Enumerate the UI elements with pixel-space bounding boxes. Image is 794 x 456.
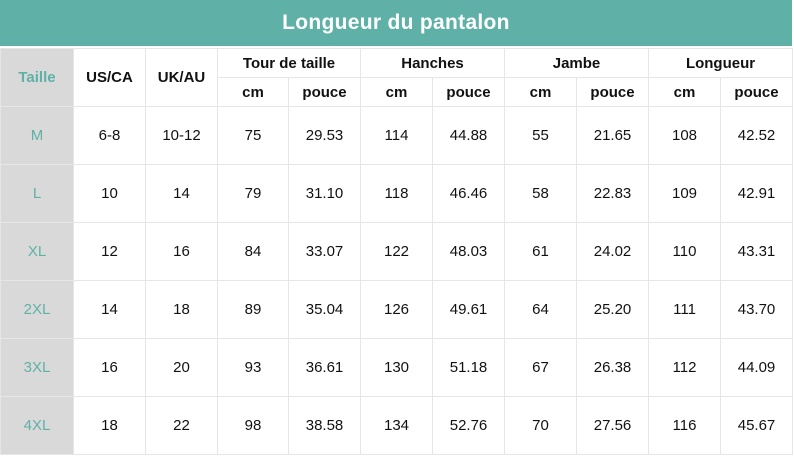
- table-cell: 43.70: [720, 280, 794, 339]
- table-row: XL 12 16 84 33.07 122 48.03 61 24.02 110…: [0, 222, 794, 281]
- table-row: 3XL 16 20 93 36.61 130 51.18 67 26.38 11…: [0, 338, 794, 397]
- table-cell: 42.91: [720, 164, 794, 223]
- table-cell: 26.38: [576, 338, 650, 397]
- header-us-ca: US/CA: [73, 48, 146, 107]
- table-cell: 46.46: [432, 164, 506, 223]
- header-size: Taille: [0, 48, 74, 107]
- table-cell: 67: [504, 338, 578, 397]
- table-row: 2XL 14 18 89 35.04 126 49.61 64 25.20 11…: [0, 280, 794, 339]
- table-cell: 22.83: [576, 164, 650, 223]
- size-cell: L: [0, 164, 74, 223]
- table-cell: 35.04: [287, 280, 362, 339]
- table-cell: 61: [504, 222, 578, 281]
- table-cell: 130: [360, 338, 434, 397]
- table-row: L 10 14 79 31.10 118 46.46 58 22.83 109 …: [0, 164, 794, 223]
- unit-cm: cm: [504, 77, 578, 107]
- table-cell: 43.31: [720, 222, 794, 281]
- table-cell: 45.67: [720, 396, 794, 455]
- unit-inch: pouce: [576, 77, 650, 107]
- table-cell: 22: [145, 396, 218, 455]
- table-cell: 64: [504, 280, 578, 339]
- table-cell: 52.76: [432, 396, 506, 455]
- table-cell: 79: [217, 164, 289, 223]
- unit-inch: pouce: [432, 77, 506, 107]
- unit-inch: pouce: [287, 77, 362, 107]
- table-cell: 48.03: [432, 222, 506, 281]
- table-cell: 16: [145, 222, 218, 281]
- table-cell: 42.52: [720, 106, 794, 165]
- size-cell: 2XL: [0, 280, 74, 339]
- size-table: Taille US/CA UK/AU Tour de taille Hanche…: [0, 48, 794, 455]
- table-cell: 36.61: [287, 338, 362, 397]
- size-cell: 4XL: [0, 396, 74, 455]
- table-cell: 33.07: [287, 222, 362, 281]
- size-cell: 3XL: [0, 338, 74, 397]
- table-cell: 49.61: [432, 280, 506, 339]
- table-cell: 14: [145, 164, 218, 223]
- table-cell: 12: [73, 222, 146, 281]
- table-cell: 114: [360, 106, 434, 165]
- table-cell: 6-8: [73, 106, 146, 165]
- table-cell: 31.10: [287, 164, 362, 223]
- header-waist: Tour de taille: [216, 48, 362, 78]
- table-cell: 84: [217, 222, 289, 281]
- header-uk-au: UK/AU: [145, 48, 218, 107]
- table-cell: 116: [648, 396, 722, 455]
- table-row: M 6-8 10-12 75 29.53 114 44.88 55 21.65 …: [0, 106, 794, 165]
- table-cell: 25.20: [576, 280, 650, 339]
- table-cell: 75: [217, 106, 289, 165]
- table-cell: 18: [145, 280, 218, 339]
- table-cell: 55: [504, 106, 578, 165]
- table-cell: 24.02: [576, 222, 650, 281]
- table-cell: 10: [73, 164, 146, 223]
- table-cell: 58: [504, 164, 578, 223]
- table-cell: 27.56: [576, 396, 650, 455]
- table-cell: 118: [360, 164, 434, 223]
- unit-cm: cm: [217, 77, 289, 107]
- table-cell: 51.18: [432, 338, 506, 397]
- table-cell: 44.88: [432, 106, 506, 165]
- table-cell: 44.09: [720, 338, 794, 397]
- table-row: 4XL 18 22 98 38.58 134 52.76 70 27.56 11…: [0, 396, 794, 455]
- table-cell: 112: [648, 338, 722, 397]
- table-cell: 20: [145, 338, 218, 397]
- table-cell: 16: [73, 338, 146, 397]
- table-cell: 10-12: [145, 106, 218, 165]
- table-cell: 14: [73, 280, 146, 339]
- header-leg: Jambe: [504, 48, 650, 78]
- table-cell: 110: [648, 222, 722, 281]
- unit-cm: cm: [648, 77, 722, 107]
- size-cell: XL: [0, 222, 74, 281]
- table-cell: 126: [360, 280, 434, 339]
- table-cell: 98: [217, 396, 289, 455]
- unit-cm: cm: [360, 77, 434, 107]
- size-cell: M: [0, 106, 74, 165]
- table-cell: 38.58: [287, 396, 362, 455]
- table-cell: 93: [217, 338, 289, 397]
- header-hips: Hanches: [360, 48, 506, 78]
- unit-inch: pouce: [720, 77, 794, 107]
- table-cell: 111: [648, 280, 722, 339]
- table-cell: 134: [360, 396, 434, 455]
- table-cell: 21.65: [576, 106, 650, 165]
- table-cell: 109: [648, 164, 722, 223]
- table-cell: 108: [648, 106, 722, 165]
- table-cell: 29.53: [287, 106, 362, 165]
- table-cell: 89: [217, 280, 289, 339]
- header-length: Longueur: [648, 48, 794, 78]
- table-cell: 70: [504, 396, 578, 455]
- chart-title: Longueur du pantalon: [0, 0, 792, 48]
- table-cell: 122: [360, 222, 434, 281]
- table-cell: 18: [73, 396, 146, 455]
